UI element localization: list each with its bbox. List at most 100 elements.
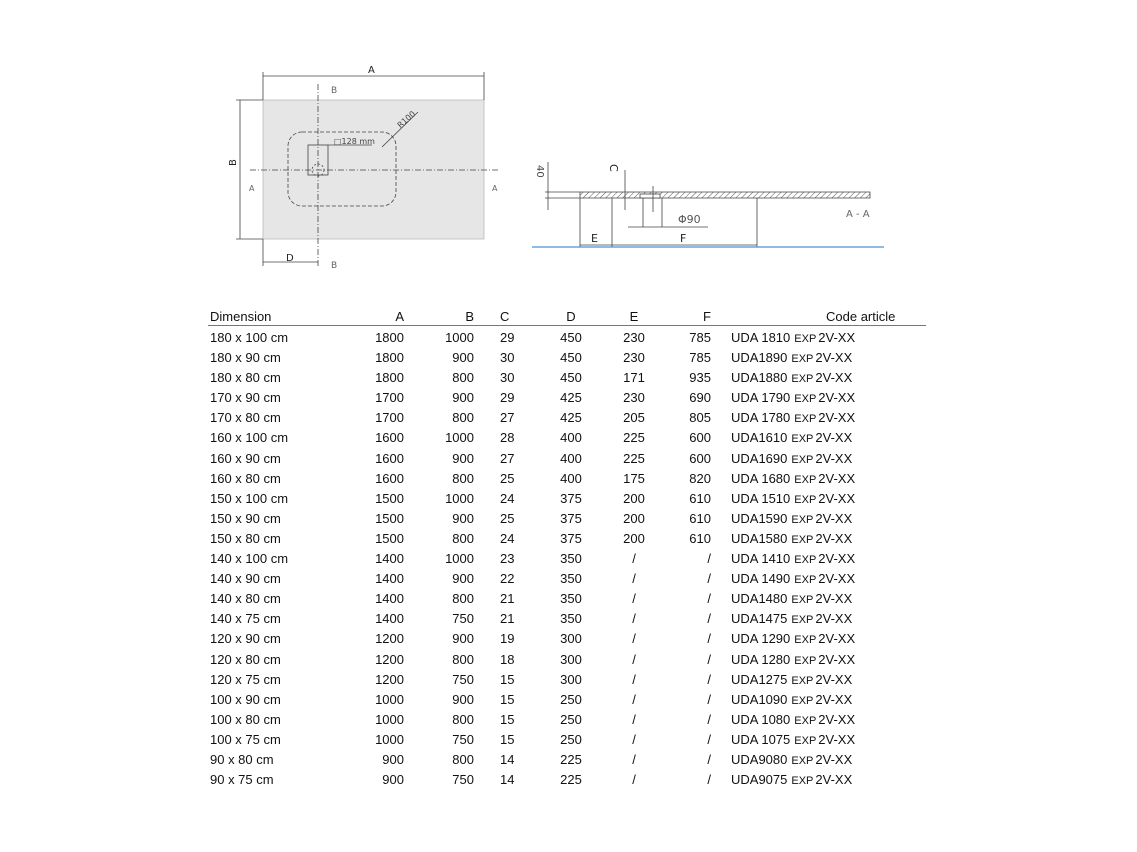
table-row: 120 x 80 cm 1200 800 18 300 / / UDA 1280 EXP 2V-X… — [208, 650, 926, 670]
cell-e: 171 — [623, 370, 645, 386]
cell-b: 900 — [452, 450, 474, 466]
cell-a: 1600 — [375, 450, 404, 466]
cell-code: UDA1890 EXP 2V-XX — [731, 348, 852, 369]
cell-b: 900 — [452, 350, 474, 366]
table-row: 140 x 90 cm 1400 900 22 350 / / UDA 1490 EXP 2V-X… — [208, 569, 926, 589]
cell-dimension: 150 x 100 cm — [210, 490, 289, 506]
cell-c: 22 — [500, 571, 515, 587]
code-code-sup: EXP — [794, 413, 817, 426]
cell-d: 400 — [560, 470, 582, 486]
cell-a: 1500 — [375, 510, 404, 526]
cell-dimension: 180 x 90 cm — [210, 350, 281, 366]
code-code: UDA1090 — [731, 691, 788, 707]
cell-c: 25 — [500, 510, 515, 526]
header-f: F — [703, 309, 711, 324]
cell-f: / — [707, 711, 711, 727]
cell-code: UDA 1780 EXP 2V-XX — [731, 408, 855, 429]
cell-c: 15 — [500, 691, 515, 707]
cell-b: 800 — [452, 470, 474, 486]
cell-e: 230 — [623, 350, 645, 366]
table-row: 120 x 90 cm 1200 900 19 300 / / UDA 1290 EXP 2V-X… — [208, 629, 926, 649]
cell-dimension: 120 x 90 cm — [210, 631, 281, 647]
cell-a: 1700 — [375, 390, 404, 406]
cell-dimension: 180 x 100 cm — [210, 330, 289, 345]
header-dimension: Dimension — [210, 309, 272, 324]
cell-a: 1000 — [375, 731, 404, 747]
code-code-suffix: 2V-XX — [815, 450, 853, 466]
dim-d-label: D — [286, 253, 294, 264]
cell-f: 610 — [689, 530, 711, 546]
cell-b: 750 — [452, 772, 474, 788]
cell-dimension: 90 x 75 cm — [210, 772, 274, 788]
section-a-right: A — [492, 184, 498, 193]
code-code-suffix: 2V-XX — [815, 370, 853, 386]
cell-e: / — [632, 711, 636, 727]
cell-dimension: 100 x 75 cm — [210, 731, 281, 747]
cell-code: UDA 1790 EXP 2V-XX — [731, 388, 855, 409]
section-b-bottom: B — [331, 261, 337, 271]
cell-code: UDA1880 EXP 2V-XX — [731, 368, 852, 389]
cell-f: / — [707, 691, 711, 707]
code-code-sup: EXP — [791, 754, 814, 767]
cell-d: 375 — [560, 530, 582, 546]
cell-f: 610 — [689, 490, 711, 506]
cell-code: UDA9080 EXP 2V-XX — [731, 750, 852, 771]
table-header: Dimension A B C D E F Code article — [208, 308, 926, 326]
cell-code: UDA 1510 EXP 2V-XX — [731, 489, 855, 510]
dim-c-label: C — [607, 164, 620, 172]
cell-d: 350 — [560, 571, 582, 587]
cell-b: 750 — [452, 611, 474, 627]
table-row: 180 x 80 cm 1800 800 30 450 171 935 UDA1880 EXP 2… — [208, 368, 926, 388]
cell-b: 800 — [452, 711, 474, 727]
drain-square — [307, 144, 329, 176]
code-code-suffix: 2V-XX — [815, 611, 853, 627]
cell-dimension: 140 x 100 cm — [210, 551, 289, 567]
code-code-suffix: 2V-XX — [818, 390, 856, 406]
code-code-sup: EXP — [791, 614, 814, 627]
table-row: 100 x 75 cm 1000 750 15 250 / / UDA 1075 EXP 2V-X… — [208, 730, 926, 750]
code-code: UDA 1280 — [731, 651, 791, 667]
drain-size-label: □128 mm — [334, 137, 375, 146]
cell-a: 1700 — [375, 410, 404, 426]
code-code-sup: EXP — [794, 574, 817, 587]
code-code-suffix: 2V-XX — [815, 691, 853, 707]
cell-f: 820 — [689, 470, 711, 486]
cell-code: UDA1480 EXP 2V-XX — [731, 589, 852, 610]
code-code-suffix: 2V-XX — [815, 591, 853, 607]
cell-b: 800 — [452, 370, 474, 386]
cell-f: / — [707, 631, 711, 647]
code-code-sup: EXP — [791, 353, 814, 366]
cell-f: 785 — [689, 350, 711, 366]
cell-dimension: 100 x 80 cm — [210, 711, 281, 727]
cell-d: 450 — [560, 370, 582, 386]
cell-d: 450 — [560, 350, 582, 366]
cell-dimension: 120 x 75 cm — [210, 671, 281, 687]
cell-a: 1200 — [375, 651, 404, 667]
cell-dimension: 150 x 80 cm — [210, 530, 281, 546]
cell-d: 425 — [560, 410, 582, 426]
cell-f: 690 — [689, 390, 711, 406]
cell-dimension: 160 x 80 cm — [210, 470, 281, 486]
cell-b: 800 — [452, 651, 474, 667]
plan-view: A B D B B A A □128 mm R100 — [228, 65, 500, 271]
cell-f: / — [707, 772, 711, 788]
cell-d: 350 — [560, 551, 582, 567]
cell-c: 27 — [500, 410, 515, 426]
cell-d: 350 — [560, 591, 582, 607]
cell-f: / — [707, 591, 711, 607]
table-row: 170 x 80 cm 1700 800 27 425 205 805 UDA 1780 EXP… — [208, 408, 926, 428]
cell-e: 200 — [623, 530, 645, 546]
cell-e: 205 — [623, 410, 645, 426]
cell-c: 15 — [500, 731, 515, 747]
table-row: 90 x 75 cm 900 750 14 225 / / UDA9075 EXP 2V-XX — [208, 770, 926, 790]
cell-a: 1800 — [375, 330, 404, 345]
cell-b: 800 — [452, 410, 474, 426]
cell-e: 175 — [623, 470, 645, 486]
code-code: UDA1690 — [731, 450, 788, 466]
cell-dimension: 170 x 90 cm — [210, 390, 281, 406]
code-code-sup: EXP — [794, 393, 817, 406]
code-code-sup: EXP — [794, 734, 817, 747]
cell-b: 900 — [452, 691, 474, 707]
table-row: 170 x 90 cm 1700 900 29 425 230 690 UDA 1790 EXP… — [208, 388, 926, 408]
cell-e: / — [632, 651, 636, 667]
